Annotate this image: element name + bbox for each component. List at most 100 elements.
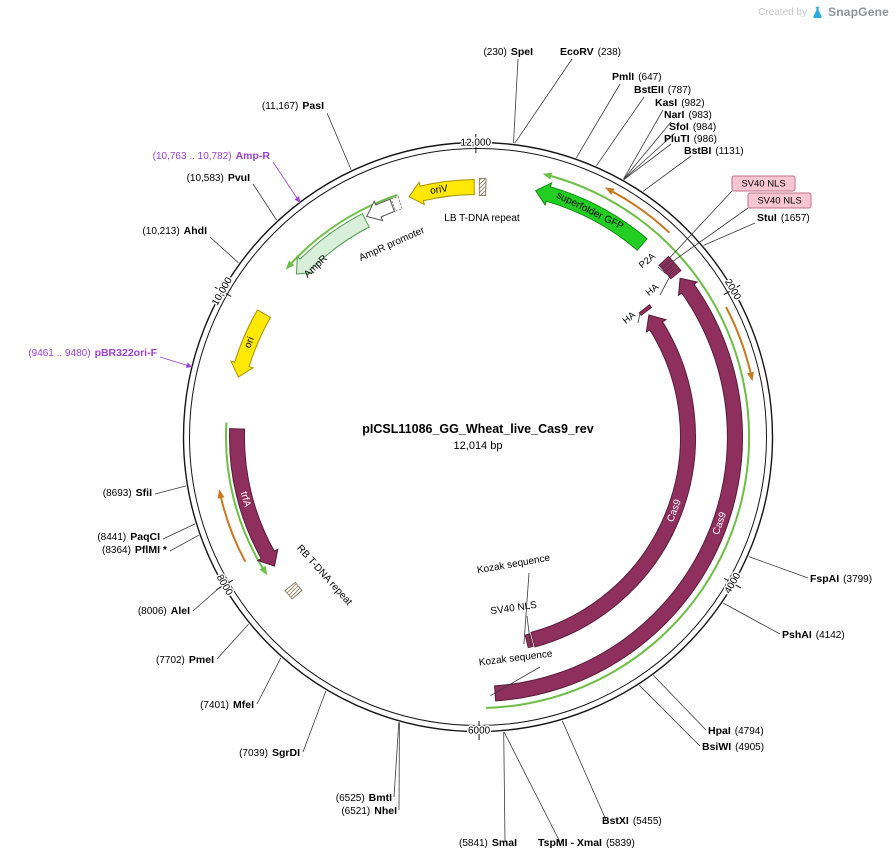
lb-tdna-label-text: LB T-DNA repeat	[444, 213, 520, 224]
thin-arc-orf-main[interactable]	[486, 172, 751, 709]
enzyme-label-TspMI-XmaI[interactable]: TspMI - XmaI (5839)	[503, 731, 635, 849]
enzyme-label-PmeI[interactable]: (7702) PmeI	[156, 623, 249, 666]
enzyme-text: SfoI (984)	[669, 121, 716, 133]
enzyme-text: PshAI (4142)	[782, 629, 845, 641]
leader-line	[575, 83, 621, 159]
plasmid-title: pICSL11086_GG_Wheat_live_Cas9_rev	[362, 422, 593, 436]
enzyme-label-BsiWI[interactable]: BsiWI (4905)	[639, 684, 764, 753]
enzyme-label-SmaI[interactable]: (5841) SmaI	[459, 731, 517, 849]
enzyme-text: HpaI (4794)	[708, 725, 764, 737]
enzyme-label-HpaI[interactable]: HpaI (4794)	[653, 675, 764, 737]
ha-label-1[interactable]: HA	[644, 277, 670, 299]
kozak-label-1-text: Kozak sequence	[476, 553, 551, 577]
leader-line	[252, 183, 277, 221]
enzyme-label-SgrDI[interactable]: (7039) SgrDI	[239, 690, 327, 759]
enzyme-label-NarI[interactable]: NarI (983)	[623, 109, 712, 180]
label-box	[747, 192, 812, 209]
position-tick-2000	[723, 284, 741, 296]
enzyme-text: (5841) SmaI	[459, 837, 517, 849]
enzyme-label-PasI[interactable]: (11,167) PasI	[262, 100, 352, 170]
enzyme-label-MfeI[interactable]: (7401) MfeI	[200, 657, 282, 711]
feature-rb-tdna-repeat[interactable]	[284, 581, 303, 600]
p2a-label[interactable]: P2A	[637, 251, 667, 275]
enzyme-label-KasI[interactable]: KasI (982)	[623, 97, 705, 180]
enzyme-text: FspAI (3799)	[810, 573, 872, 585]
enzyme-text: NarI (983)	[664, 109, 712, 121]
thin-arc-orf-ampr[interactable]	[285, 194, 398, 270]
ampr-promoter-label-text: AmpR promoter	[357, 225, 427, 264]
p2a-label-text: P2A	[637, 251, 658, 271]
feature-p2a[interactable]	[664, 262, 679, 276]
enzyme-label-PmlI[interactable]: PmlI (647)	[575, 71, 662, 159]
enzyme-label-BstXI[interactable]: BstXI (5455)	[561, 720, 662, 827]
enzyme-label-pBR322ori-F[interactable]: (9461 .. 9480) pBR322ori-F	[28, 347, 193, 368]
rb-tdna-label-text: RB T-DNA repeat	[294, 543, 354, 608]
feature-ori[interactable]: ori	[229, 309, 272, 378]
feature-cas9-outer[interactable]: Cas9	[494, 277, 744, 702]
ha-label-2[interactable]: HA	[621, 309, 641, 327]
thin-arc-misc-top[interactable]	[605, 187, 671, 234]
cas9-outer-arrow	[494, 277, 744, 702]
enzyme-label-SfiI[interactable]: (8693) SfiI	[103, 485, 187, 499]
enzyme-label-PluTI[interactable]: PluTI (986)	[623, 133, 717, 180]
feature-sv40-nls-1[interactable]	[658, 255, 672, 269]
primer-arrowhead-icon	[185, 362, 193, 368]
feature-trfa[interactable]: trfA	[228, 428, 279, 567]
enzyme-text: BstXI (5455)	[602, 815, 662, 827]
feature-ha-outer[interactable]	[667, 266, 682, 280]
enzyme-label-SfoI[interactable]: SfoI (984)	[623, 121, 717, 180]
leader-line	[748, 556, 809, 579]
enzyme-label-StuI[interactable]: StuI (1657)	[703, 212, 810, 246]
feature-ampr-promoter-arrow[interactable]	[365, 198, 396, 222]
ampr-arrow	[295, 213, 370, 275]
feature-ha-inner[interactable]	[638, 304, 653, 316]
enzyme-text: (10,213) AhdI	[142, 225, 207, 237]
tick-label-6000: 6000	[468, 725, 491, 736]
enzyme-label-BstBI[interactable]: BstBI (1131)	[642, 145, 744, 192]
enzyme-label-NheI[interactable]: (6521) NheI	[341, 722, 400, 817]
enzyme-label-PshAI[interactable]: PshAI (4142)	[722, 602, 845, 641]
p2a-label-leader	[657, 266, 667, 275]
enzyme-label-AleI[interactable]: (8006) AleI	[138, 585, 223, 617]
enzyme-text: (11,167) PasI	[262, 100, 324, 112]
feature-cas9-inner[interactable]: Cas9	[530, 314, 697, 648]
enzyme-label-FspAI[interactable]: FspAI (3799)	[748, 556, 872, 585]
enzyme-label-BstEII[interactable]: BstEII (787)	[596, 84, 691, 166]
boxed-label-sv40-nls-2[interactable]: SV40 NLS	[673, 192, 812, 262]
enzyme-label-Amp-R[interactable]: (10,763 .. 10,782) Amp-R	[153, 150, 301, 204]
feature-promoter-box[interactable]	[390, 195, 403, 212]
thin-arc-orf-trfa[interactable]	[224, 422, 268, 576]
feature-lb-tdna-repeat[interactable]	[478, 178, 487, 197]
enzyme-label-SpeI[interactable]: (230) SpeI	[483, 46, 533, 144]
enzyme-label-PvuI[interactable]: (10,583) PvuI	[187, 172, 277, 221]
tick-label-12000: 12,000	[460, 137, 491, 148]
snapgene-brand[interactable]: SnapGene	[828, 5, 889, 19]
feature-superfolder-gfp[interactable]: superfolder GFP	[534, 181, 648, 251]
enzyme-label-BmtI[interactable]: (6525) BmtI	[336, 722, 400, 804]
enzyme-label-PaqCI[interactable]: (8441) PaqCI	[97, 523, 196, 543]
enzyme-text: StuI (1657)	[757, 212, 810, 224]
label-text: SV40 NLS	[741, 179, 785, 190]
plasmid-backbone-ring	[182, 141, 774, 733]
position-tick-10000	[214, 286, 232, 297]
tick-label-8000: 8000	[214, 573, 235, 598]
feature-oriv[interactable]: oriV	[408, 178, 475, 206]
leader-line	[393, 722, 400, 798]
enzyme-text: (10,763 .. 10,782) Amp-R	[153, 150, 271, 162]
orf-ampr-arrowhead-icon	[285, 260, 295, 270]
backbone-outer-circle	[182, 141, 774, 733]
orf-ampr-arc	[290, 194, 398, 264]
boxed-label-sv40-nls-1[interactable]: SV40 NLS	[669, 175, 796, 258]
feature-sv40-nls-2[interactable]	[661, 259, 675, 272]
enzyme-text: PmlI (647)	[612, 71, 662, 83]
enzyme-label-EcoRV[interactable]: EcoRV (238)	[514, 46, 621, 144]
trfa-label: trfA	[238, 490, 253, 508]
enzyme-label-AhdI[interactable]: (10,213) AhdI	[142, 225, 239, 264]
thin-arc-misc-left[interactable]	[217, 489, 247, 563]
enzyme-text: (8693) SfiI	[103, 487, 152, 499]
leader-line	[514, 58, 573, 144]
thin-arc-misc-right[interactable]	[725, 306, 754, 382]
ha-outer-box	[667, 266, 682, 280]
enzyme-label-PflMI[interactable]: (8364) PflMI *	[102, 534, 199, 556]
sv40-nls-bottom-label-leader	[526, 615, 532, 648]
